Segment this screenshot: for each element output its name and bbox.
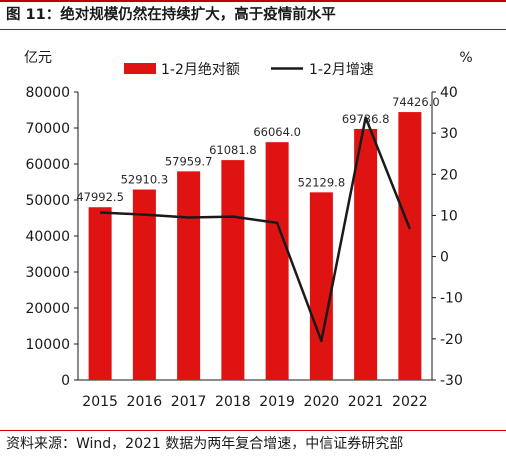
bar-value-label: 66064.0: [253, 125, 301, 139]
line-series: [100, 116, 412, 343]
bar-value-label: 47992.5: [76, 190, 124, 204]
right-tick-label: -30: [440, 373, 463, 389]
growth-line: [100, 116, 412, 343]
left-tick-label: 80000: [25, 85, 70, 101]
bar: [132, 189, 156, 380]
left-tick-label: 50000: [25, 193, 70, 209]
bar-value-label: 52910.3: [121, 173, 169, 187]
x-tick-label: 2019: [259, 394, 295, 410]
axes: 0 10000 20000 30000 40000 50000 60000 70000 8000…: [25, 85, 462, 410]
bar: [398, 112, 422, 380]
left-tick-label: 70000: [25, 121, 70, 137]
left-tick-label: 30000: [25, 265, 70, 281]
left-tick-label: 40000: [25, 229, 70, 245]
right-tick-label: 40: [440, 85, 458, 101]
right-tick-label: 10: [440, 208, 458, 224]
legend-line-label: 1-2月增速: [309, 62, 374, 78]
x-tick-label: 2021: [348, 394, 384, 410]
right-tick-label: 30: [440, 126, 458, 142]
x-tick-label: 2015: [82, 394, 118, 410]
right-tick-label: -20: [440, 332, 463, 348]
bar-series: [88, 112, 422, 380]
figure-source: 资料来源：Wind，2021 数据为两年复合增速，中信证券研究部: [0, 430, 506, 460]
bar: [221, 160, 245, 380]
bar: [88, 207, 112, 380]
bar-value-label: 61081.8: [209, 143, 257, 157]
bar-value-label: 52129.8: [298, 175, 346, 189]
bar: [265, 142, 289, 380]
legend-bar-label: 1-2月绝对额: [161, 62, 240, 78]
bar: [309, 192, 333, 380]
bar-value-label: 74426.0: [392, 95, 440, 109]
left-tick-label: 0: [61, 373, 70, 389]
right-tick-label: 0: [440, 250, 449, 266]
right-axis-unit: %: [459, 50, 472, 66]
figure-title: 图 11：绝对规模仍然在持续扩大，高于疫情前水平: [0, 0, 506, 30]
x-tick-label: 2020: [304, 394, 340, 410]
bar-value-label: 57959.7: [165, 154, 213, 168]
x-tick-label: 2017: [171, 394, 207, 410]
x-tick-label: 2022: [392, 394, 428, 410]
bar: [354, 128, 378, 380]
left-tick-label: 20000: [25, 301, 70, 317]
bar: [177, 171, 201, 380]
combo-chart: 亿元 % 1-2月绝对额 1-2月增速 01000020000300004000…: [24, 50, 473, 410]
left-tick-label: 10000: [25, 337, 70, 353]
chart-legend: 1-2月绝对额 1-2月增速: [124, 62, 374, 78]
right-tick-label: 20: [440, 167, 458, 183]
right-tick-label: -10: [440, 291, 463, 307]
x-tick-label: 2018: [215, 394, 251, 410]
left-axis-unit: 亿元: [24, 50, 52, 66]
x-tick-label: 2016: [127, 394, 163, 410]
left-tick-label: 60000: [25, 157, 70, 173]
bar-value-label: 69736.8: [342, 112, 390, 126]
legend-bar-swatch: [124, 63, 156, 74]
